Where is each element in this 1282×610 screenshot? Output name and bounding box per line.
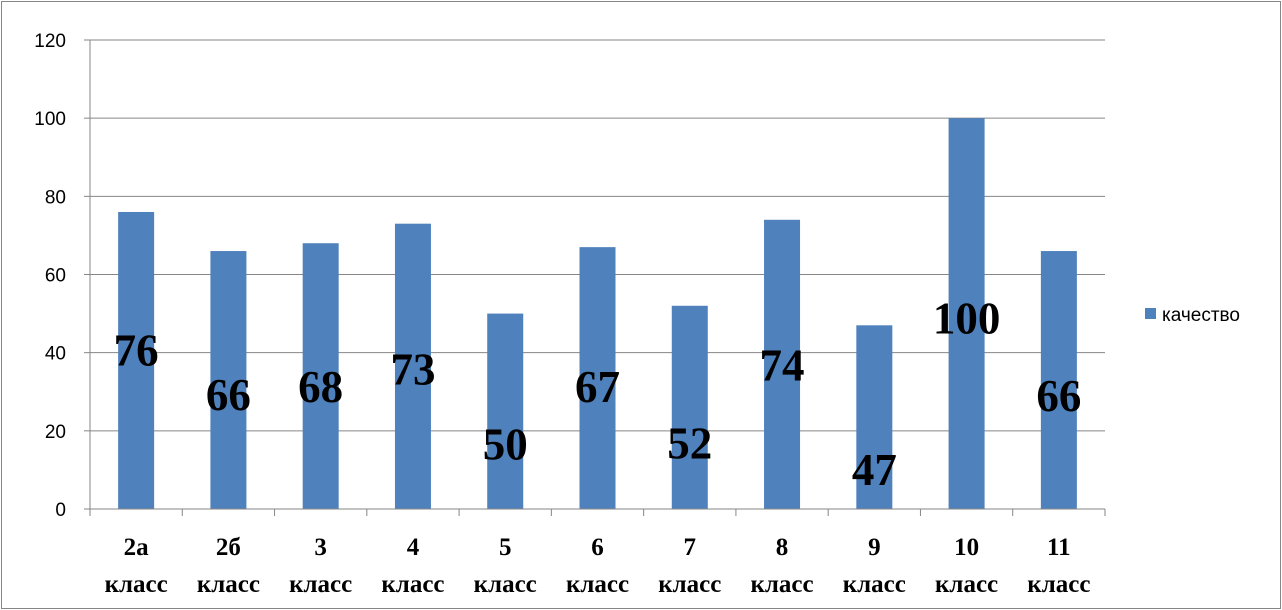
x-category-label: класс <box>474 571 537 598</box>
y-tick-label: 80 <box>45 187 66 208</box>
bars <box>118 118 1077 510</box>
bar <box>948 118 985 510</box>
x-category-label: класс <box>197 571 260 598</box>
data-label: 74 <box>760 340 805 390</box>
y-axis-tick-labels: 0 20 40 60 80 100 120 <box>34 31 66 521</box>
x-category-label: 11 <box>1047 534 1071 561</box>
x-category-label: 2б <box>216 534 241 561</box>
data-label: 66 <box>206 370 251 420</box>
x-category-label: 2а <box>124 534 150 561</box>
x-category-label: класс <box>289 571 352 598</box>
y-tick-label: 60 <box>45 266 66 287</box>
data-label: 73 <box>390 344 435 394</box>
y-tick-label: 120 <box>34 31 66 52</box>
bar <box>210 251 247 510</box>
x-category-label: класс <box>750 571 813 598</box>
bar <box>856 325 893 509</box>
data-label: 76 <box>114 325 159 375</box>
data-label: 100 <box>933 294 1001 344</box>
legend-swatch <box>1145 308 1156 319</box>
data-labels: 76 66 68 73 50 67 52 74 47 100 66 <box>114 294 1082 496</box>
x-category-label: 5 <box>499 534 512 561</box>
x-axis-category-labels: 2а класс 2б класс 3 класс 4 класс 5 класс 6 класс 7 к… <box>105 534 1091 598</box>
x-category-label: класс <box>658 571 721 598</box>
bar <box>394 223 431 510</box>
data-label: 52 <box>667 418 712 468</box>
x-category-label: 9 <box>868 534 881 561</box>
x-category-label: 3 <box>314 534 327 561</box>
x-category-label: класс <box>843 571 906 598</box>
bar <box>671 305 708 509</box>
y-tick-label: 100 <box>34 109 66 130</box>
x-category-label: класс <box>1027 571 1090 598</box>
y-tick-label: 20 <box>45 422 66 443</box>
x-category-label: класс <box>105 571 168 598</box>
x-category-label: класс <box>381 571 444 598</box>
y-tick-label: 40 <box>45 344 66 365</box>
bar <box>1040 251 1077 510</box>
axes <box>89 40 1106 516</box>
x-category-label: 8 <box>776 534 789 561</box>
x-category-label: 4 <box>407 534 420 561</box>
x-category-label: 7 <box>684 534 697 561</box>
bar <box>118 211 155 509</box>
x-category-label: 6 <box>591 534 604 561</box>
data-label: 50 <box>483 419 528 469</box>
data-label: 47 <box>852 445 897 495</box>
data-label: 67 <box>575 362 620 412</box>
x-category-label: 10 <box>954 534 979 561</box>
bar <box>764 219 801 510</box>
data-label: 68 <box>298 362 343 412</box>
legend-label: качество <box>1162 305 1240 326</box>
bar <box>487 313 524 509</box>
data-label: 66 <box>1036 371 1081 421</box>
bar <box>579 247 616 509</box>
bar <box>302 243 339 509</box>
x-category-label: класс <box>566 571 629 598</box>
legend: качество <box>1145 305 1240 326</box>
y-tick-label: 0 <box>55 500 66 521</box>
x-category-label: класс <box>935 571 998 598</box>
